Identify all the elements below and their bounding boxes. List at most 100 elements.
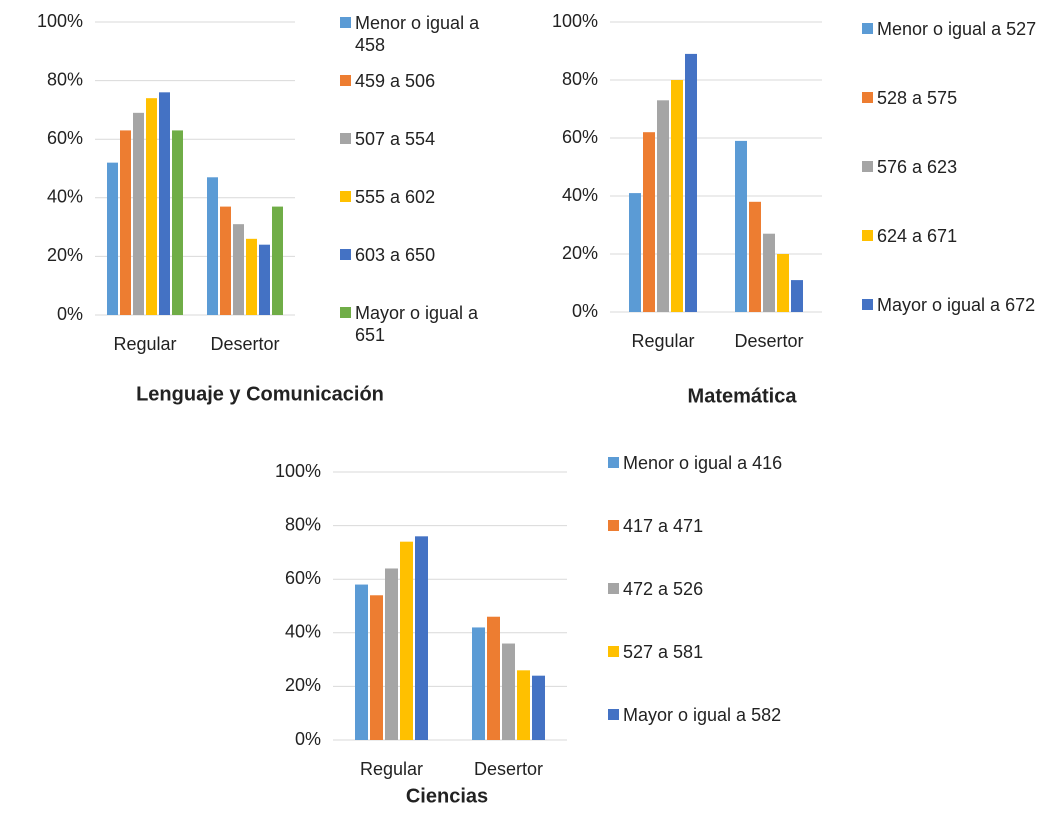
legend-label: 472 a 526 [623, 579, 704, 599]
bar [472, 627, 485, 740]
y-tick-label: 0% [295, 729, 321, 749]
legend-label: 528 a 575 [877, 88, 958, 108]
x-tick-label: Desertor [474, 759, 543, 779]
x-tick-label: Regular [360, 759, 423, 779]
bar [246, 238, 257, 315]
legend-label: 624 a 671 [877, 226, 958, 246]
legend-swatch [608, 520, 619, 531]
bar [400, 541, 413, 740]
y-tick-label: 40% [285, 622, 321, 642]
y-tick-label: 80% [285, 514, 321, 534]
legend-label: Menor o igual a 416 [623, 453, 783, 473]
bar [207, 177, 218, 315]
bar [685, 53, 697, 313]
legend-label: Mayor o igual a 582 [623, 705, 782, 725]
legend-label: Menor o igual a 527 [877, 19, 1037, 39]
bar [629, 193, 641, 312]
legend-item: Menor o igual a 416 [608, 452, 818, 474]
legend-label: 527 a 581 [623, 642, 704, 662]
y-tick-label: 0% [572, 301, 598, 321]
y-tick-label: 20% [285, 675, 321, 695]
legend-swatch [608, 457, 619, 468]
legend-swatch [862, 230, 873, 241]
legend-swatch [340, 191, 351, 202]
y-tick-label: 0% [57, 304, 83, 324]
bar [671, 80, 683, 312]
legend-swatch [608, 646, 619, 657]
bar [133, 112, 144, 315]
bar [517, 670, 530, 740]
legend-label: 507 a 554 [355, 129, 436, 149]
bar [643, 132, 655, 312]
bar [777, 254, 789, 312]
legend-label: Mayor o igual a 651 [355, 303, 479, 345]
y-tick-label: 100% [37, 11, 83, 31]
bar [487, 616, 500, 740]
legend-swatch [608, 709, 619, 720]
legend-swatch [862, 299, 873, 310]
legend-item: 603 a 650 [340, 244, 495, 266]
bar [355, 584, 368, 740]
bar [120, 130, 131, 315]
y-tick-label: 100% [552, 11, 598, 31]
bar [107, 162, 118, 315]
legend-item: Mayor o igual a 651 [340, 302, 495, 346]
legend-swatch [862, 23, 873, 34]
legend-item: Mayor o igual a 672 [862, 294, 1039, 316]
legend-item: 576 a 623 [862, 156, 1039, 178]
bar [657, 100, 669, 312]
bar [272, 206, 283, 315]
legend-swatch [340, 307, 351, 318]
legend-item: 624 a 671 [862, 225, 1039, 247]
chart-title: Lenguaje y Comunicación [136, 383, 384, 405]
y-tick-label: 40% [562, 185, 598, 205]
legend-label: 603 a 650 [355, 245, 436, 265]
legend-label: 459 a 506 [355, 71, 436, 91]
x-tick-label: Regular [113, 334, 176, 354]
y-tick-label: 40% [47, 187, 83, 207]
legend-swatch [862, 161, 873, 172]
x-tick-label: Regular [631, 331, 694, 351]
y-tick-label: 60% [285, 568, 321, 588]
bar [146, 98, 157, 316]
legend-item: 527 a 581 [608, 641, 818, 663]
x-tick-label: Desertor [734, 331, 803, 351]
legend-swatch [340, 17, 351, 28]
y-tick-label: 80% [562, 69, 598, 89]
bar [532, 675, 545, 740]
legend-item: 459 a 506 [340, 70, 495, 92]
legend-item: Menor o igual a 527 [862, 18, 1039, 40]
legend-label: Mayor o igual a 672 [877, 295, 1036, 315]
bar [415, 536, 428, 740]
bar [370, 595, 383, 740]
legend-item: 555 a 602 [340, 186, 495, 208]
y-tick-label: 100% [275, 461, 321, 481]
bar [220, 206, 231, 315]
legend-item: 528 a 575 [862, 87, 1039, 109]
y-tick-label: 80% [47, 69, 83, 89]
legend-item: 417 a 471 [608, 515, 818, 537]
legend-label: Menor o igual a 458 [355, 13, 480, 55]
legend-swatch [340, 133, 351, 144]
y-tick-label: 20% [47, 245, 83, 265]
bar [233, 224, 244, 315]
bar [159, 92, 170, 315]
legend-label: 576 a 623 [877, 157, 958, 177]
bar [385, 568, 398, 740]
y-tick-label: 60% [47, 128, 83, 148]
chart-title: Matemática [688, 385, 798, 407]
legend-swatch [608, 583, 619, 594]
chart-title: Ciencias [406, 785, 488, 807]
legend-item: Mayor o igual a 582 [608, 704, 818, 726]
bar [172, 130, 183, 315]
legend-swatch [340, 75, 351, 86]
bar [735, 140, 747, 312]
legend-item: Menor o igual a 458 [340, 12, 495, 56]
bar [502, 643, 515, 740]
legend-item: 507 a 554 [340, 128, 495, 150]
legend-swatch [862, 92, 873, 103]
legend-item: 472 a 526 [608, 578, 818, 600]
bar [749, 201, 761, 312]
